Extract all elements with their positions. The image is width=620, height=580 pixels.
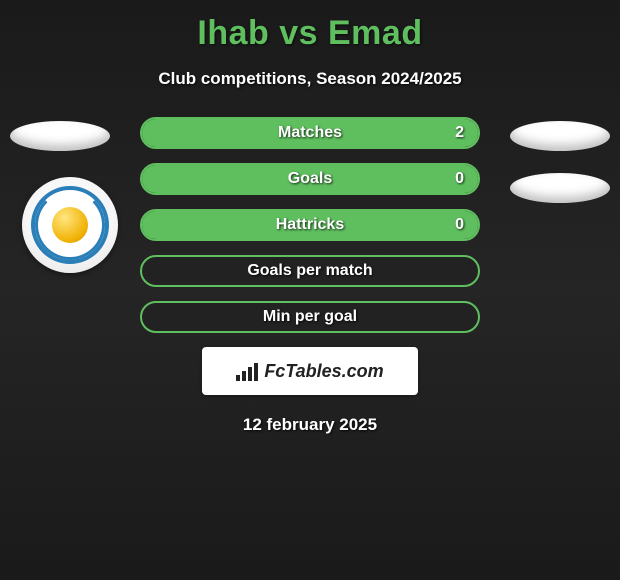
stat-row-goals-per-match: Goals per match <box>140 255 480 287</box>
bar-chart-icon <box>236 361 258 381</box>
brand-text: FcTables.com <box>264 361 383 382</box>
brand-box: FcTables.com <box>202 347 418 395</box>
stat-label: Matches <box>278 124 342 142</box>
date-text: 12 february 2025 <box>0 415 620 435</box>
player-slot-right-2 <box>510 173 610 203</box>
stats-rows: Matches 2 Goals 0 Hattricks 0 Goals per … <box>140 117 480 333</box>
stat-value: 0 <box>455 170 464 188</box>
stat-label: Goals <box>288 170 332 188</box>
player-slot-left-1 <box>10 121 110 151</box>
stat-value: 0 <box>455 216 464 234</box>
page-title: Ihab vs Emad <box>0 0 620 53</box>
stat-row-goals: Goals 0 <box>140 163 480 195</box>
player-slot-right-1 <box>510 121 610 151</box>
stat-label: Min per goal <box>263 308 357 326</box>
club-badge-inner <box>31 186 109 264</box>
stat-row-matches: Matches 2 <box>140 117 480 149</box>
club-badge <box>22 177 118 273</box>
stat-value: 2 <box>455 124 464 142</box>
stat-row-min-per-goal: Min per goal <box>140 301 480 333</box>
stat-row-hattricks: Hattricks 0 <box>140 209 480 241</box>
subtitle: Club competitions, Season 2024/2025 <box>0 69 620 89</box>
wreath-icon <box>35 190 105 260</box>
comparison-panel: Matches 2 Goals 0 Hattricks 0 Goals per … <box>0 117 620 435</box>
stat-label: Hattricks <box>276 216 344 234</box>
stat-label: Goals per match <box>247 262 372 280</box>
